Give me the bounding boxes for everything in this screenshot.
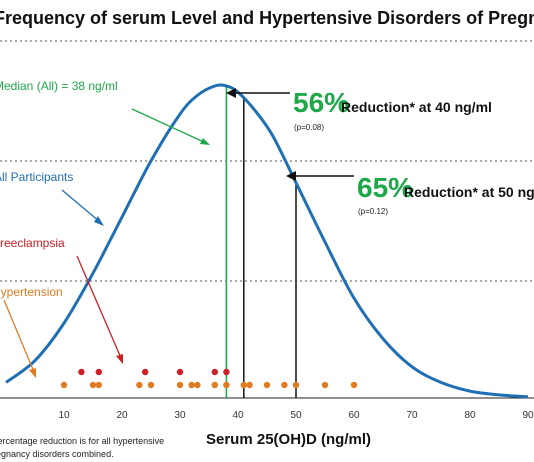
dot-preeclampsia xyxy=(142,368,149,376)
dot-hypertension xyxy=(136,381,143,389)
x-tick-label: 40 xyxy=(232,410,244,421)
dot-hypertension xyxy=(350,381,358,389)
preeclampsia-label: Preeclampsia xyxy=(0,236,65,250)
preeclampsia-arrow xyxy=(76,255,122,359)
reduction-arrowhead-1 xyxy=(226,88,236,98)
x-tick-label: 60 xyxy=(348,410,360,421)
dot-hypertension xyxy=(321,381,329,389)
preeclampsia-arrowhead xyxy=(116,354,123,364)
dot-hypertension xyxy=(95,381,103,389)
x-tick-label: 90 xyxy=(522,410,534,421)
reduction-p-1: (p=0.08) xyxy=(294,123,324,132)
dot-hypertension xyxy=(194,381,201,389)
x-tick-label: 20 xyxy=(116,410,128,421)
reduction-pct-2: 65% xyxy=(357,172,413,203)
reduction-arrowhead-2 xyxy=(286,171,296,181)
dot-hypertension xyxy=(147,381,155,389)
dot-hypertension xyxy=(281,381,288,389)
reduction-text-2: Reduction* at 50 ng/ xyxy=(404,184,534,200)
reduction-pct-1: 56% xyxy=(293,87,349,118)
hypertension-arrow xyxy=(3,299,35,373)
x-tick-label: 50 xyxy=(290,410,302,421)
reduction-p-2: (p=0.12) xyxy=(358,207,388,216)
x-tick-label: 10 xyxy=(58,410,70,421)
dot-hypertension xyxy=(292,381,300,389)
dot-hypertension xyxy=(176,381,184,389)
dot-hypertension xyxy=(246,381,253,389)
x-axis-label: Serum 25(OH)D (ng/ml) xyxy=(206,431,371,448)
x-tick-label: 30 xyxy=(174,410,186,421)
x-tick-label: 70 xyxy=(406,410,418,421)
median-label: Median (All) = 38 ng/ml xyxy=(0,79,118,93)
all-participants-label: All Participants xyxy=(0,170,73,184)
median-arrowhead xyxy=(200,138,210,145)
dot-hypertension xyxy=(263,381,271,389)
series-line-all-participants xyxy=(5,83,529,399)
reduction-lines xyxy=(243,96,297,398)
dot-hypertension xyxy=(89,381,97,389)
dots xyxy=(60,368,358,389)
dot-preeclampsia xyxy=(223,368,230,376)
dot-preeclampsia xyxy=(95,368,103,376)
x-ticks: 10 20 30 40 50 60 70 80 90 xyxy=(58,410,534,421)
dot-hypertension xyxy=(60,381,68,389)
x-tick-label: 80 xyxy=(464,410,476,421)
footnote-line-2: pregnancy disorders combined. xyxy=(0,449,114,459)
chart-title: Frequency of serum Level and Hypertensiv… xyxy=(0,8,534,28)
reduction-text-1: Reduction* at 40 ng/ml xyxy=(341,99,492,115)
all-arrowhead xyxy=(94,216,104,226)
dot-preeclampsia xyxy=(176,368,184,376)
dot-preeclampsia xyxy=(78,368,85,376)
footnote-line-1: *Percentage reduction is for all hyperte… xyxy=(0,436,164,446)
grid xyxy=(0,40,534,282)
dot-hypertension xyxy=(188,381,195,389)
median-arrow xyxy=(131,108,207,144)
dot-preeclampsia xyxy=(211,368,218,376)
dot-hypertension xyxy=(223,381,230,389)
all-arrow xyxy=(61,189,101,223)
hypertension-label: Hypertension xyxy=(0,285,63,299)
dot-hypertension xyxy=(211,381,218,389)
hypertension-arrowhead xyxy=(29,368,36,378)
dot-hypertension xyxy=(240,381,247,389)
annotation-arrows xyxy=(3,88,354,378)
